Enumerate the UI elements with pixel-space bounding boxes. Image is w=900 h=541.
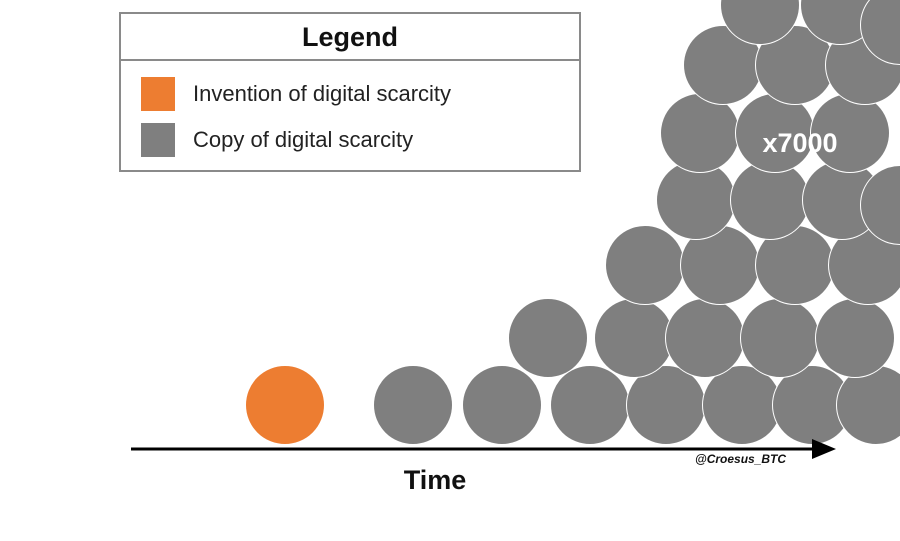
legend: Legend Invention of digital scarcity Cop…: [119, 12, 581, 172]
copy-circle: [810, 93, 890, 173]
copy-circle: [605, 225, 685, 305]
legend-item-invention: Invention of digital scarcity: [141, 77, 451, 111]
copy-circle: [594, 298, 674, 378]
axis-label: Time: [403, 465, 467, 495]
copy-circle: [656, 160, 736, 240]
legend-item-label: Copy of digital scarcity: [193, 127, 414, 152]
arrow-head-icon: [812, 439, 836, 459]
copy-circle: [702, 365, 782, 445]
gray-swatch: [141, 123, 175, 157]
author-handle: @Croesus_BTC: [695, 452, 787, 466]
copy-circle: [815, 298, 895, 378]
copy-circle: [626, 365, 706, 445]
legend-item-label: Invention of digital scarcity: [193, 81, 452, 106]
orange-swatch: [141, 77, 175, 111]
copy-circle: [508, 298, 588, 378]
copy-circle: [730, 160, 810, 240]
copy-count-label: x7000: [762, 128, 838, 158]
copy-circle: [735, 93, 815, 173]
legend-item-copy: Copy of digital scarcity: [141, 123, 413, 157]
copy-circle: [462, 365, 542, 445]
invention-circle: [245, 365, 325, 445]
copy-circle: [665, 298, 745, 378]
copy-circle: [373, 365, 453, 445]
legend-title: Legend: [121, 14, 579, 61]
